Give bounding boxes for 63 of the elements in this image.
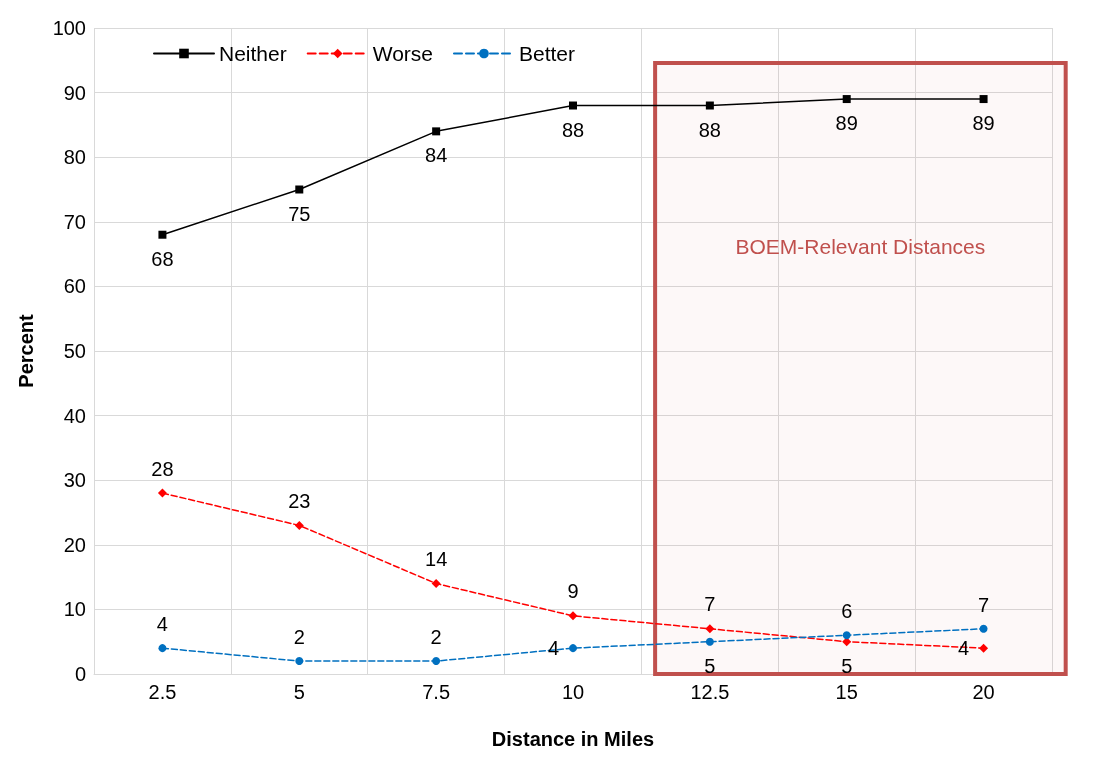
data-label: 88 bbox=[698, 118, 721, 141]
y-tick-label: 80 bbox=[63, 146, 86, 169]
y-tick-label: 0 bbox=[74, 663, 86, 685]
data-label: 4 bbox=[156, 613, 168, 636]
point bbox=[705, 624, 715, 634]
point bbox=[295, 185, 304, 194]
data-label: 5 bbox=[841, 655, 853, 678]
band-label: BOEM-Relevant Distances bbox=[735, 235, 986, 258]
data-label: 9 bbox=[567, 580, 579, 603]
point bbox=[979, 95, 988, 104]
point bbox=[979, 643, 989, 653]
point bbox=[568, 611, 578, 621]
y-tick-label: 10 bbox=[63, 598, 86, 621]
point bbox=[432, 127, 441, 136]
y-tick-label: 70 bbox=[63, 210, 86, 233]
data-label: 2 bbox=[293, 626, 305, 649]
y-tick-label: 60 bbox=[63, 275, 86, 298]
x-tick-label: 7.5 bbox=[422, 681, 451, 703]
x-tick-label: 5 bbox=[293, 681, 305, 703]
data-label: 7 bbox=[978, 593, 990, 616]
data-label: 23 bbox=[288, 489, 311, 512]
data-label: 89 bbox=[972, 112, 995, 135]
y-tick-label: 20 bbox=[63, 533, 86, 556]
point bbox=[842, 95, 851, 104]
point bbox=[158, 230, 167, 239]
legend-label: Worse bbox=[372, 42, 433, 65]
data-label: 75 bbox=[288, 202, 311, 225]
x-tick-label: 2.5 bbox=[148, 681, 177, 703]
data-label: 28 bbox=[151, 457, 174, 480]
y-tick-label: 40 bbox=[63, 404, 86, 427]
point bbox=[842, 631, 851, 640]
point bbox=[569, 101, 577, 110]
point bbox=[157, 488, 167, 498]
data-label: 6 bbox=[841, 600, 853, 623]
x-tick-label: 15 bbox=[835, 681, 858, 703]
point bbox=[979, 624, 988, 633]
data-label: 5 bbox=[704, 654, 716, 677]
point bbox=[431, 579, 441, 589]
point bbox=[705, 101, 714, 110]
data-label: 14 bbox=[425, 548, 448, 571]
data-label: 68 bbox=[151, 247, 174, 270]
x-tick-label: 10 bbox=[561, 681, 585, 703]
y-tick-label: 30 bbox=[63, 469, 86, 492]
point bbox=[432, 657, 441, 666]
point bbox=[569, 644, 577, 653]
point bbox=[294, 520, 304, 530]
data-label: 89 bbox=[835, 112, 858, 135]
point bbox=[705, 637, 714, 646]
data-label: 84 bbox=[425, 144, 448, 167]
y-tick-label: 100 bbox=[52, 17, 86, 39]
x-tick-label: 20 bbox=[972, 681, 995, 703]
legend-label: Better bbox=[518, 42, 576, 65]
y-axis-title: Percent bbox=[15, 313, 37, 388]
data-label: 88 bbox=[561, 118, 585, 141]
x-tick-label: 12.5 bbox=[690, 681, 730, 703]
data-label: 2 bbox=[430, 626, 442, 649]
y-tick-label: 50 bbox=[63, 340, 86, 362]
legend-label: Neither bbox=[219, 42, 287, 65]
x-axis-title: Distance in Miles bbox=[491, 728, 655, 750]
point bbox=[158, 644, 167, 653]
data-label: 7 bbox=[704, 593, 716, 616]
point bbox=[295, 657, 304, 666]
y-tick-label: 90 bbox=[63, 81, 86, 104]
